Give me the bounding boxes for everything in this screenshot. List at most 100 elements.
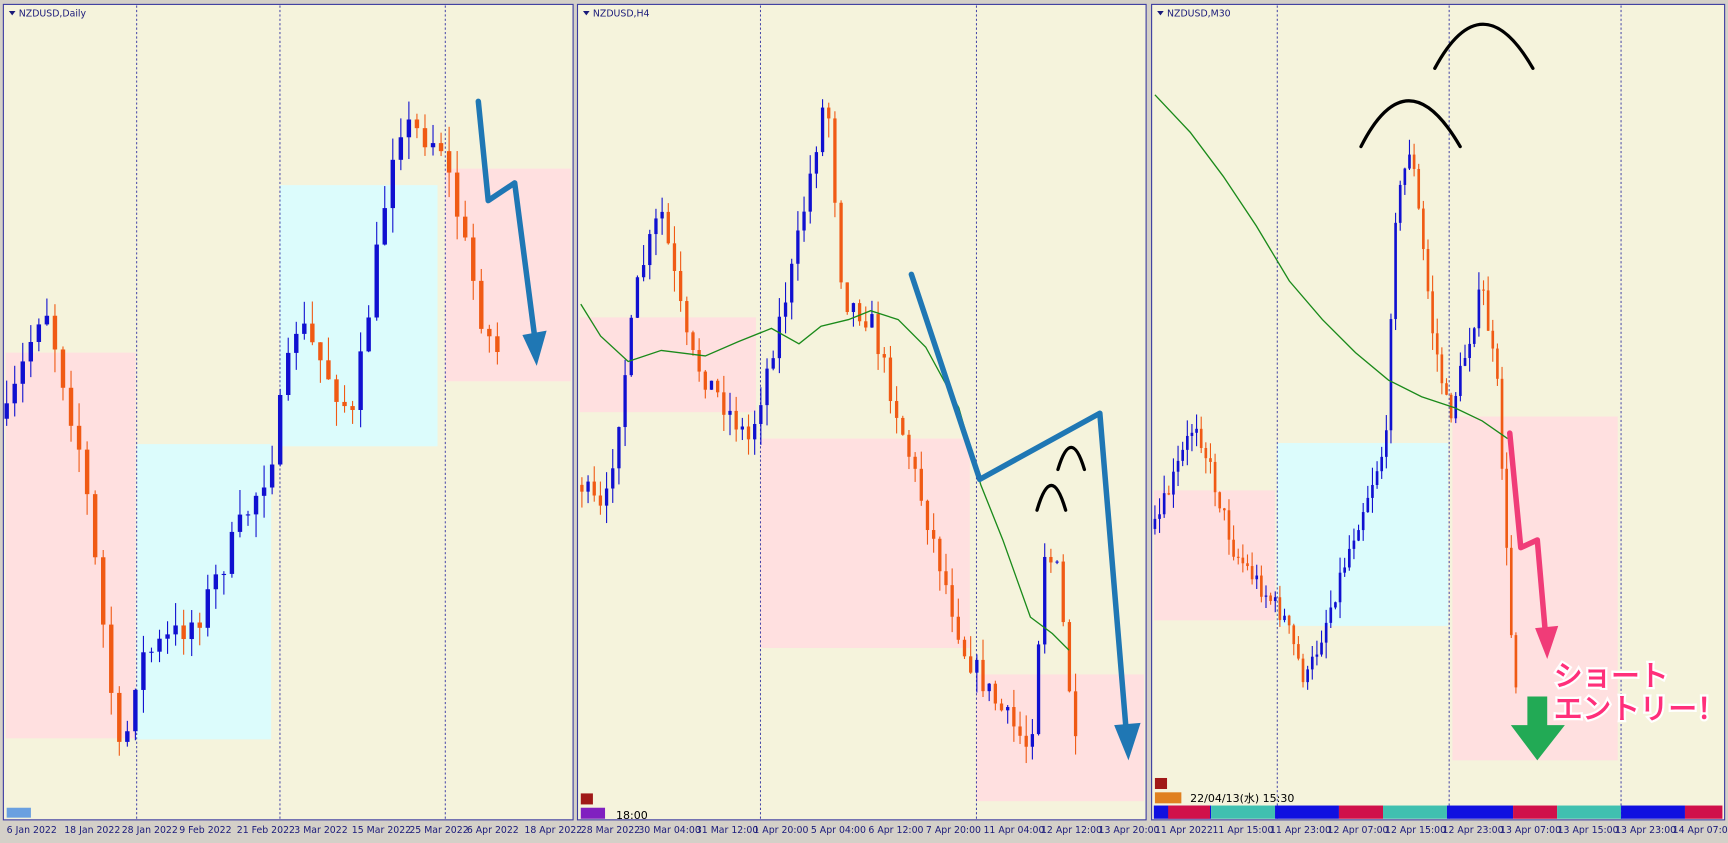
candle-body <box>1371 485 1374 498</box>
candle-body <box>471 237 476 281</box>
candle-body <box>851 303 856 313</box>
candle-body <box>1440 354 1444 384</box>
candle-body <box>722 392 726 415</box>
candle-body <box>1273 597 1277 602</box>
x-tick-label: 6 Jan 2022 <box>7 825 57 836</box>
candle-body <box>1380 456 1384 472</box>
candle-body <box>342 401 347 407</box>
x-tick-label: 14 Apr 07:00 <box>1673 825 1728 836</box>
chart-title: NZDUSD,M30 <box>1167 9 1231 20</box>
candle-body <box>771 358 775 369</box>
candle-body <box>1310 656 1314 670</box>
candle-body <box>1514 635 1518 688</box>
candle-body <box>697 350 701 372</box>
candle-body <box>1255 575 1259 580</box>
candle-body <box>660 211 664 219</box>
candle-body <box>277 395 283 465</box>
candle-body <box>1292 625 1296 645</box>
icon <box>1154 777 1168 790</box>
candle-body <box>68 387 74 426</box>
candle-body <box>1491 330 1495 349</box>
candle-body <box>1435 333 1439 355</box>
candle-body <box>1482 289 1485 291</box>
title-icon <box>1157 11 1164 16</box>
candle-body <box>1324 622 1328 643</box>
candle-body <box>586 481 590 492</box>
candle-body <box>1269 595 1272 602</box>
time-label: 22/04/13(水) 15:30 <box>1190 792 1294 805</box>
candle-body <box>60 349 66 388</box>
candle-body <box>1329 607 1333 623</box>
candle-body <box>334 379 339 402</box>
candle-body <box>390 159 396 209</box>
candle-body <box>1185 435 1189 450</box>
candle-body <box>1030 734 1035 747</box>
candle-body <box>1223 508 1226 511</box>
x-tick-label: 11 Apr 15:00 <box>1212 825 1273 836</box>
candle-body <box>36 324 42 342</box>
panel-3 <box>1151 3 1726 821</box>
title-icon <box>8 11 16 16</box>
icon <box>580 793 593 805</box>
candle-body <box>870 314 874 328</box>
candle-body <box>318 342 323 361</box>
candle-body <box>1334 602 1337 608</box>
candle-body <box>765 368 769 406</box>
candle-body <box>1366 497 1370 513</box>
x-tick-label: 13 Apr 20:00 <box>1098 825 1159 836</box>
candle-body <box>1199 428 1203 449</box>
candle-body <box>1338 572 1342 603</box>
candle-body <box>229 531 235 574</box>
candle-body <box>197 622 202 628</box>
candle-body <box>12 383 17 404</box>
candle-body <box>635 277 640 318</box>
candle-body <box>181 625 186 640</box>
candle-body <box>753 423 757 440</box>
candle-body <box>84 449 90 495</box>
candle-body <box>302 323 307 334</box>
candle-body <box>1509 547 1513 636</box>
candle-body <box>1181 449 1185 461</box>
chart-title: NZDUSD,Daily <box>19 9 87 20</box>
candle-body <box>221 573 227 576</box>
candle-body <box>857 303 862 322</box>
candle-body <box>802 211 806 231</box>
candle-body <box>20 361 25 384</box>
x-tick-label: 12 Apr 12:00 <box>1041 825 1102 836</box>
candle-body <box>446 151 452 173</box>
annotations <box>475 22 1565 761</box>
candle-body <box>479 280 484 329</box>
candle-body <box>1486 290 1490 331</box>
annotation: ショート <box>1554 658 1669 692</box>
candle-body <box>981 659 985 692</box>
candle-body <box>1297 644 1300 659</box>
candle-body <box>1241 557 1245 564</box>
candle-body <box>1232 539 1235 557</box>
candle-body <box>839 202 843 283</box>
candle-body <box>1283 615 1286 621</box>
candle-body <box>1218 492 1222 509</box>
candle-body <box>685 301 689 333</box>
icon <box>6 807 31 818</box>
candle-body <box>962 639 967 657</box>
candle-body <box>1043 556 1047 645</box>
candle-body <box>1213 461 1217 493</box>
candle-body <box>398 137 404 160</box>
candle-body <box>611 468 615 489</box>
candle-body <box>1172 471 1175 495</box>
candle-body <box>814 152 819 174</box>
candle-body <box>165 634 170 639</box>
candle-body <box>430 143 436 148</box>
candle-body <box>907 434 911 457</box>
candle-body <box>796 230 800 264</box>
candle-body <box>919 468 923 501</box>
candle-body <box>1227 510 1231 540</box>
candle-body <box>1246 563 1249 567</box>
x-tick-label: 11 Apr 23:00 <box>1270 825 1331 836</box>
candle-body <box>783 302 788 317</box>
x-tick-label: 28 Jan 2022 <box>122 825 178 836</box>
x-tick-label: 25 Mar 2022 <box>409 825 468 836</box>
candle-body <box>52 315 58 350</box>
candle-body <box>1250 566 1254 580</box>
candle-body <box>358 351 363 410</box>
